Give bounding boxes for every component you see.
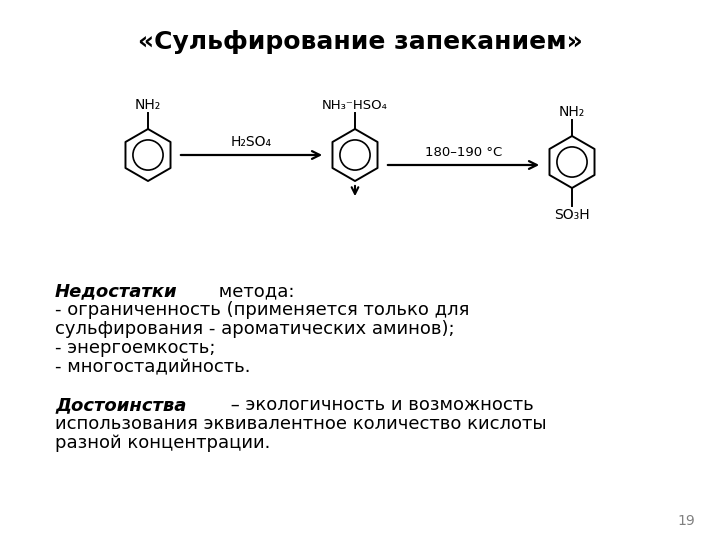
Text: 19: 19 [678, 514, 695, 528]
Text: NH₃⁻HSO₄: NH₃⁻HSO₄ [322, 99, 388, 112]
Text: H₂SO₄: H₂SO₄ [231, 135, 272, 149]
Text: Достоинства: Достоинства [55, 396, 186, 414]
Text: использования эквивалентное количество кислоты: использования эквивалентное количество к… [55, 415, 546, 433]
Text: «Сульфирование запеканием»: «Сульфирование запеканием» [138, 30, 582, 54]
Text: - многостадийность.: - многостадийность. [55, 358, 251, 376]
Text: NH₂: NH₂ [135, 98, 161, 112]
Text: сульфирования - ароматических аминов);: сульфирования - ароматических аминов); [55, 320, 454, 338]
Text: Недостатки: Недостатки [55, 282, 178, 300]
Text: 180–190 °C: 180–190 °C [425, 146, 502, 159]
Text: метода:: метода: [213, 282, 294, 300]
Text: - энергоемкость;: - энергоемкость; [55, 339, 215, 357]
Text: – экологичность и возможность: – экологичность и возможность [225, 396, 534, 414]
Text: разной концентрации.: разной концентрации. [55, 434, 271, 452]
Text: SO₃H: SO₃H [554, 208, 590, 222]
Text: NH₂: NH₂ [559, 105, 585, 119]
Text: - ограниченность (применяется только для: - ограниченность (применяется только для [55, 301, 469, 319]
